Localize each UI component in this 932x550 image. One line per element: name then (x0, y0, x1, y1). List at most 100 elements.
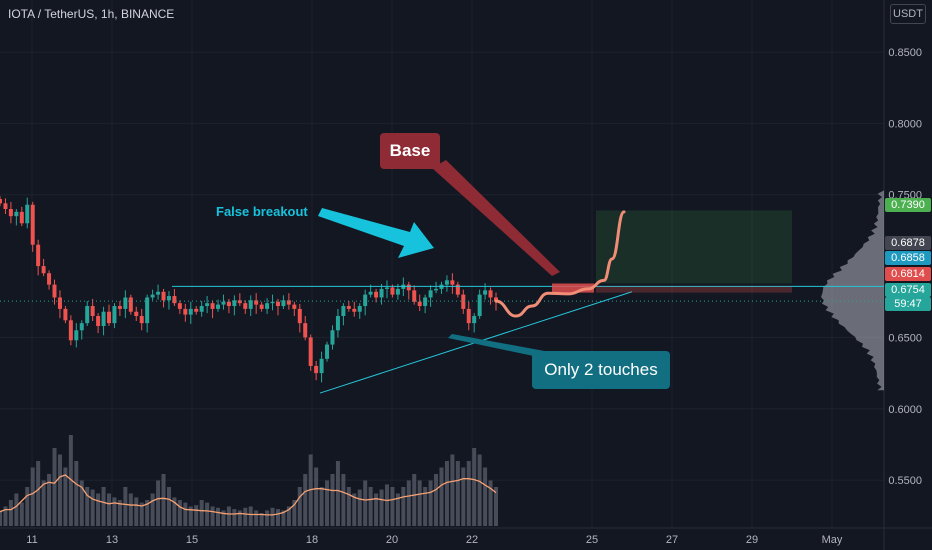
candle-body (461, 294, 466, 309)
candle-body (74, 330, 79, 341)
volume-bar (461, 467, 466, 526)
volume-bar (412, 474, 417, 526)
candle-body (166, 296, 171, 301)
volume-bar (199, 500, 204, 526)
high-price-tag: 0.6878 (885, 236, 931, 250)
candle-body (363, 294, 368, 307)
candle-body (412, 290, 417, 302)
volume-bar (494, 487, 498, 526)
candle-body (275, 301, 280, 307)
candle-body (450, 280, 455, 285)
volume-bar (243, 507, 248, 526)
volume-bar (237, 510, 242, 526)
x-tick-label: 27 (666, 534, 678, 546)
volume-bar (0, 510, 2, 526)
volume-bar (30, 467, 35, 526)
volume-bar (74, 461, 79, 526)
currency-button[interactable]: USDT (890, 4, 926, 24)
candle-body (308, 337, 313, 366)
volume-bar (134, 497, 139, 526)
volume-bar (63, 467, 68, 526)
volume-bar (455, 461, 460, 526)
volume-bar (139, 502, 144, 526)
volume-bar (406, 480, 411, 526)
volume-bar (101, 487, 106, 526)
candle-body (216, 304, 221, 309)
volume-bar (161, 474, 166, 526)
candle-body (183, 308, 188, 315)
candle-body (248, 300, 253, 309)
volume-bar (226, 506, 231, 526)
volume-bar (303, 474, 308, 526)
volume-bar (19, 502, 24, 526)
chart-title: IOTA / TetherUS, 1h, BINANCE (8, 7, 175, 21)
candle-body (199, 306, 204, 312)
volume-bar (314, 467, 319, 526)
volume-bar (183, 502, 188, 526)
volume-bar (41, 480, 46, 526)
volume-bar (123, 487, 128, 526)
volume-bar (68, 435, 73, 526)
volume-bar (205, 502, 210, 526)
candle-body (428, 290, 433, 298)
candle-body (112, 306, 117, 324)
target-price-tag: 0.7390 (885, 198, 931, 212)
candle-body (188, 308, 193, 315)
false-breakout-arrow (318, 208, 434, 258)
candle-body (319, 358, 324, 374)
volume-bar (483, 467, 488, 526)
volume-bar (488, 480, 493, 526)
volume-bar (281, 510, 286, 526)
candle-body (303, 323, 308, 338)
volume-bar (428, 480, 433, 526)
candle-body (25, 204, 30, 224)
candle-body (156, 291, 161, 295)
candle-body (57, 297, 62, 309)
volume-bar (57, 454, 62, 526)
candle-body (254, 300, 259, 305)
candle-body (423, 297, 428, 307)
x-tick-label: 25 (586, 534, 598, 546)
candle-body (36, 244, 41, 267)
volume-bar (434, 474, 439, 526)
volume-bar (36, 461, 41, 526)
candle-body (434, 288, 439, 291)
volume-bar (25, 487, 30, 526)
candle-body (134, 311, 139, 317)
candle-body (352, 308, 357, 312)
y-tick-label: 0.6500 (888, 332, 922, 344)
volume-bar (3, 506, 8, 526)
volume-bar (221, 510, 226, 526)
candle-body (47, 273, 52, 285)
volume-bar (423, 487, 428, 526)
candle-body (101, 311, 106, 327)
volume-bar (450, 454, 455, 526)
candle-body (384, 287, 389, 289)
volume-bar (466, 461, 471, 526)
volume-bar (172, 497, 177, 526)
volume-ma-line (0, 474, 497, 516)
candle-body (395, 288, 400, 295)
candle-body (281, 300, 286, 307)
volume-bar (395, 493, 400, 526)
candle-body (85, 306, 90, 324)
volume-bar (390, 487, 395, 526)
base-box (552, 283, 594, 293)
volume-bar (79, 480, 84, 526)
candle-body (194, 308, 199, 312)
projection-path (494, 210, 626, 318)
stop-zone (596, 286, 792, 293)
volume-bar (379, 489, 384, 526)
candle-body (379, 288, 384, 298)
candle-body (466, 308, 471, 324)
candle-body (477, 294, 482, 317)
volume-profile (821, 190, 884, 391)
volume-bar (292, 500, 297, 526)
volume-bar (401, 487, 406, 526)
only-two-touches-callout: Only 2 touches (532, 351, 670, 389)
volume-bar (194, 505, 199, 526)
volume-bar (363, 480, 368, 526)
